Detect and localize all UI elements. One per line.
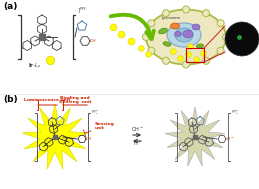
Circle shape xyxy=(222,33,229,40)
Circle shape xyxy=(148,47,155,54)
Text: $^{PF_6^-}$: $^{PF_6^-}$ xyxy=(231,109,240,116)
Ellipse shape xyxy=(183,30,193,38)
Polygon shape xyxy=(165,107,225,166)
Circle shape xyxy=(142,33,149,40)
Ellipse shape xyxy=(146,9,226,64)
Ellipse shape xyxy=(175,28,193,42)
Text: $\mathrm{OH^-}$: $\mathrm{OH^-}$ xyxy=(131,125,143,133)
Circle shape xyxy=(183,61,190,68)
Text: $O^-$: $O^-$ xyxy=(226,136,234,143)
Circle shape xyxy=(225,22,259,56)
Text: Lysosome: Lysosome xyxy=(162,16,181,20)
Circle shape xyxy=(217,20,224,27)
Circle shape xyxy=(148,20,155,27)
Circle shape xyxy=(203,10,210,17)
Ellipse shape xyxy=(170,23,179,29)
Text: $\mathbf{Ir}$-$L_x$: $\mathbf{Ir}$-$L_x$ xyxy=(28,61,42,70)
Circle shape xyxy=(162,10,169,17)
Text: Sensing: Sensing xyxy=(95,122,115,126)
Ellipse shape xyxy=(175,32,182,36)
Text: Luminescence unit: Luminescence unit xyxy=(24,98,71,102)
Text: (b): (b) xyxy=(3,95,18,104)
Ellipse shape xyxy=(197,44,204,48)
Text: Binding and: Binding and xyxy=(60,96,90,100)
Polygon shape xyxy=(22,104,88,169)
Ellipse shape xyxy=(163,42,171,46)
Text: $]^{PF_6}$: $]^{PF_6}$ xyxy=(77,5,87,15)
Text: OH: OH xyxy=(86,137,92,141)
Text: OH: OH xyxy=(90,39,97,43)
Circle shape xyxy=(217,47,224,54)
Circle shape xyxy=(162,57,169,64)
Text: $\mathrm{H^+}$: $\mathrm{H^+}$ xyxy=(133,139,141,148)
Text: (a): (a) xyxy=(3,2,17,11)
Ellipse shape xyxy=(192,24,200,30)
Text: Sensing  unit: Sensing unit xyxy=(59,100,91,104)
Circle shape xyxy=(183,6,190,13)
Ellipse shape xyxy=(159,28,167,34)
Text: unit: unit xyxy=(95,126,105,130)
Ellipse shape xyxy=(167,23,201,47)
Text: $^{PF_6^-}$: $^{PF_6^-}$ xyxy=(91,109,99,116)
Circle shape xyxy=(203,57,210,64)
